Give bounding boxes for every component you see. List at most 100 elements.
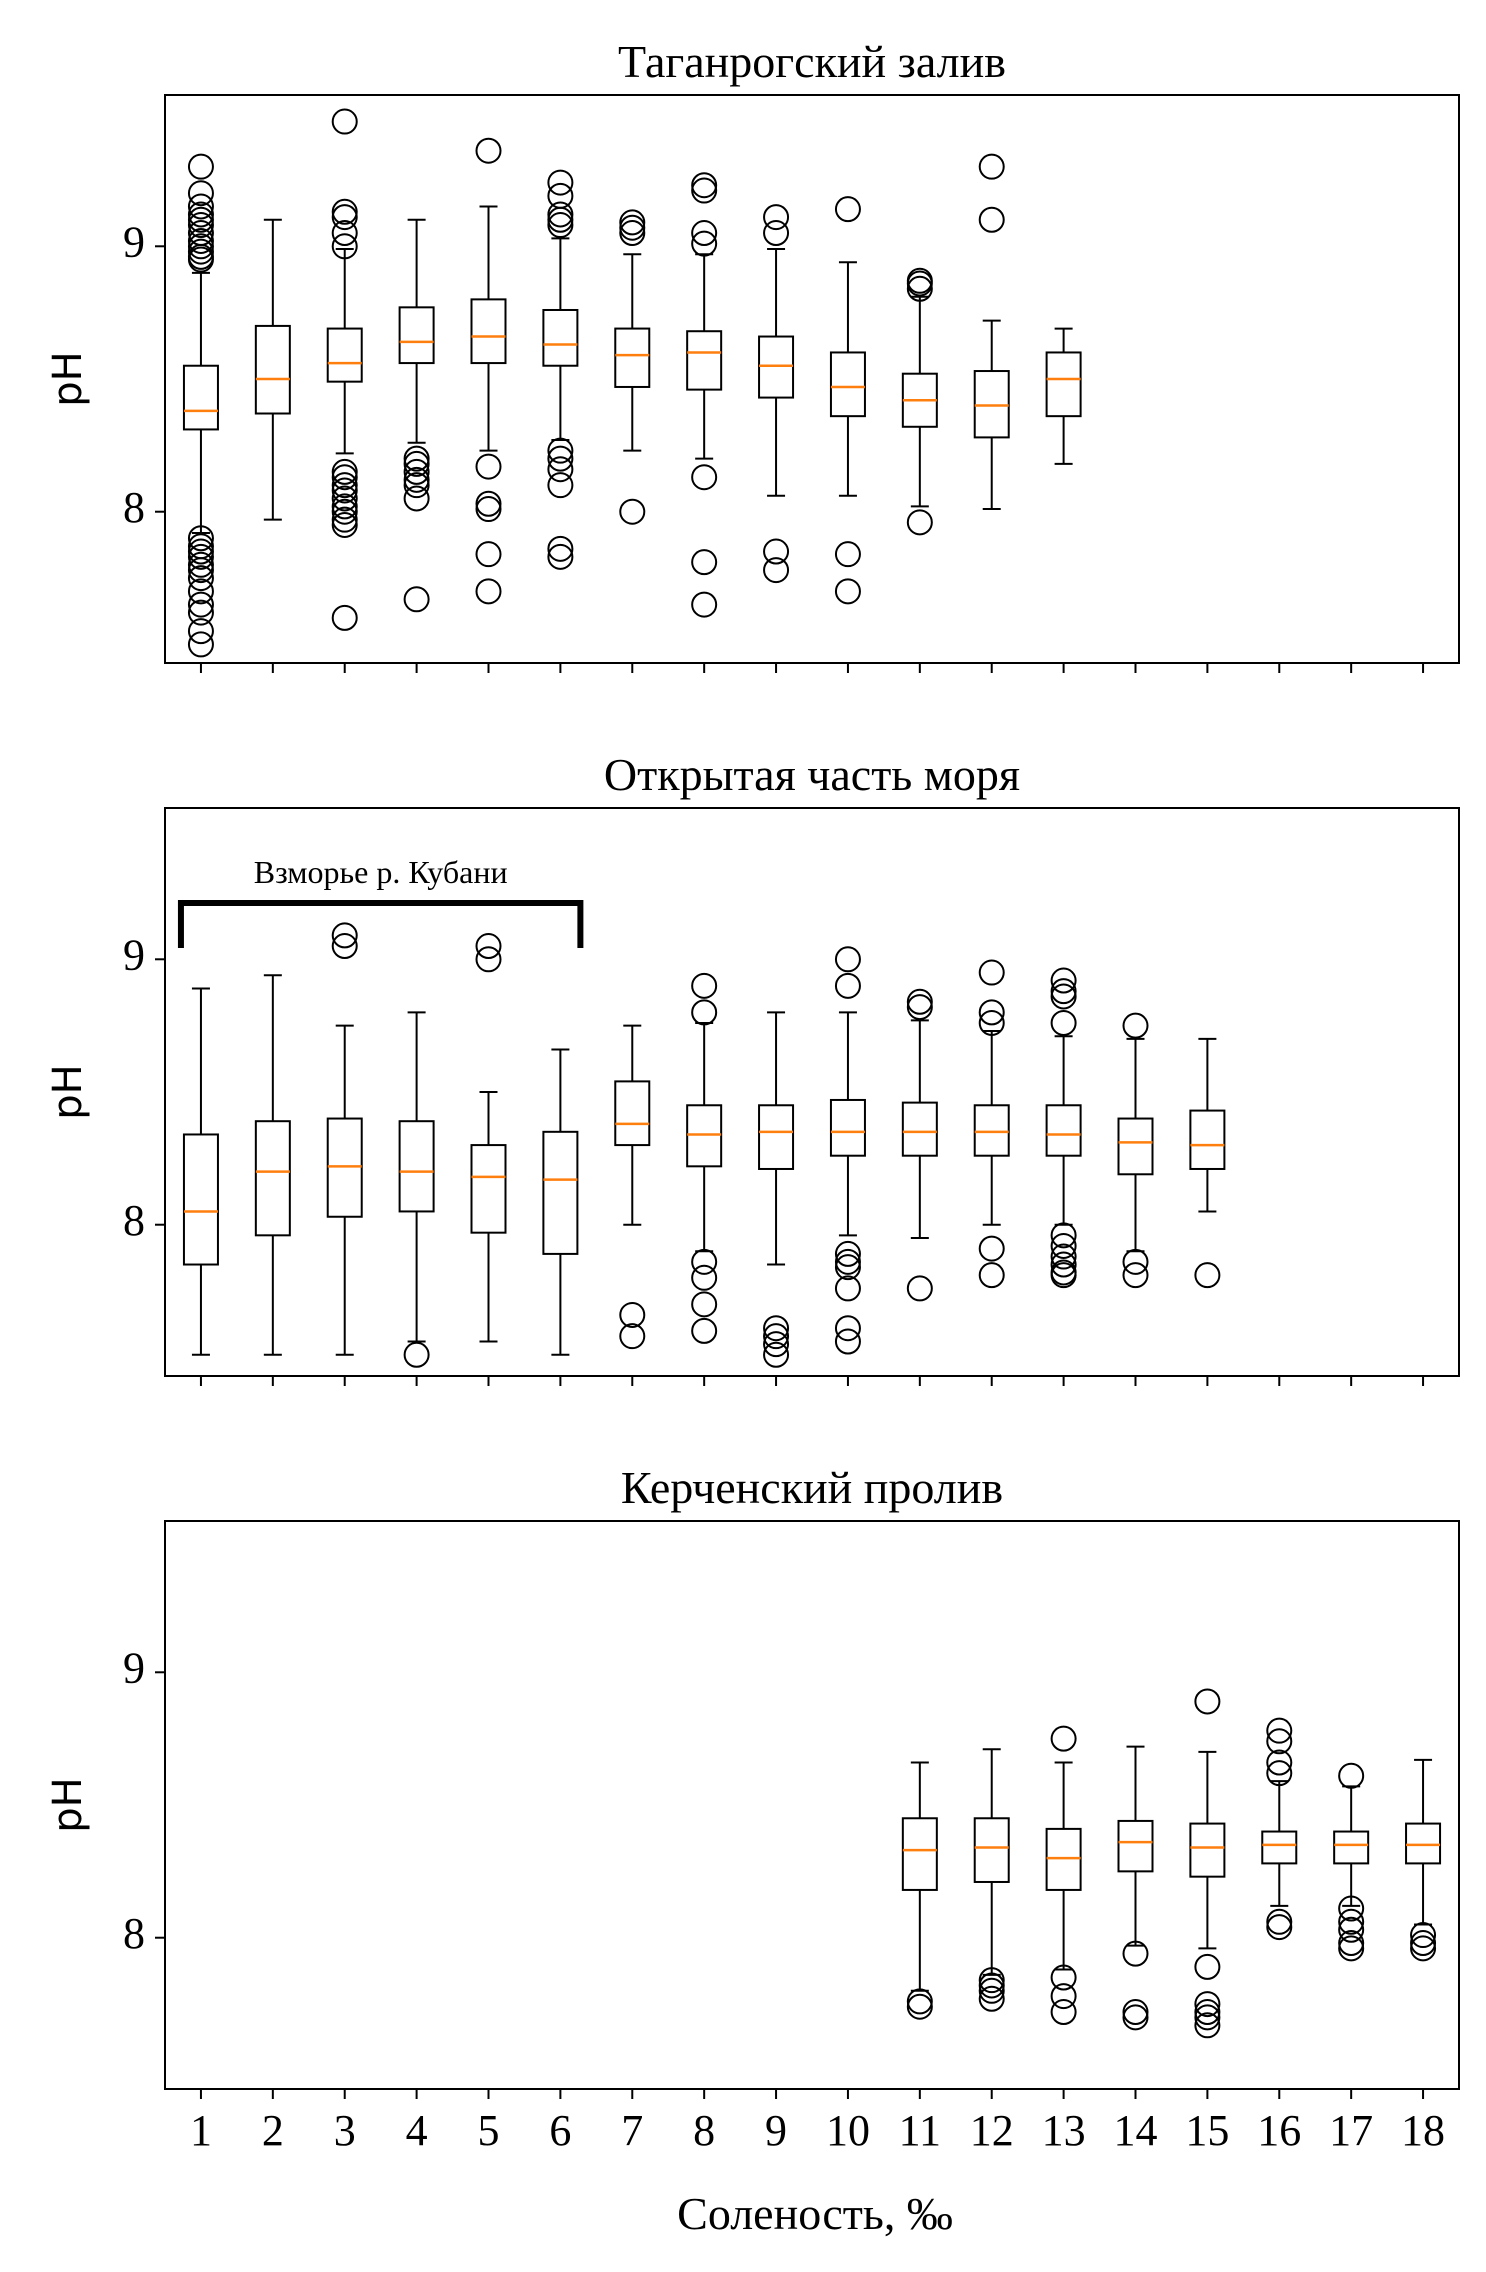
x-tick-label: 14 — [1114, 2106, 1158, 2155]
flier — [978, 1009, 1005, 1036]
flier — [403, 1341, 430, 1368]
box-iqr — [829, 1098, 866, 1157]
flier — [691, 591, 718, 618]
box-12 — [973, 1748, 1010, 2012]
flier — [403, 458, 430, 485]
flier — [1338, 1908, 1365, 1935]
flier — [834, 196, 861, 223]
flier — [691, 1248, 718, 1275]
box-11 — [901, 1761, 938, 2020]
flier — [331, 464, 358, 491]
flier — [1338, 1930, 1365, 1957]
box-12 — [973, 153, 1010, 511]
box-6 — [542, 1048, 579, 1356]
flier — [1194, 1262, 1221, 1289]
x-tick-label: 10 — [826, 2106, 870, 2155]
flier — [1050, 978, 1077, 1005]
flier — [619, 220, 646, 247]
flier — [978, 153, 1005, 180]
flier — [331, 922, 358, 949]
flier — [978, 206, 1005, 233]
box-iqr — [1333, 1830, 1370, 1865]
box-iqr — [829, 351, 866, 418]
flier — [691, 172, 718, 199]
panel-title: Открытая часть моря — [604, 749, 1020, 800]
flier — [403, 466, 430, 493]
box-7 — [614, 1024, 651, 1350]
flier — [834, 541, 861, 568]
y-tick-label: 9 — [123, 217, 145, 266]
box-11 — [901, 267, 938, 536]
flier — [331, 458, 358, 485]
panel-2: Открытая часть моря pH 8 9 Взморье р. Кубани — [45, 749, 1460, 1386]
flier — [187, 631, 214, 658]
box-iqr — [901, 1817, 938, 1891]
flier — [547, 445, 574, 472]
box-11 — [901, 988, 938, 1302]
flier — [187, 153, 214, 180]
flier — [978, 999, 1005, 1026]
x-tick-label: 16 — [1257, 2106, 1301, 2155]
flier — [619, 1301, 646, 1328]
flier — [691, 999, 718, 1026]
flier — [763, 1341, 790, 1368]
flier — [1266, 1728, 1293, 1755]
flier — [1194, 1999, 1221, 2026]
box-iqr — [182, 1133, 219, 1266]
box-iqr — [254, 1120, 291, 1237]
flier — [1050, 1983, 1077, 2010]
flier — [475, 496, 502, 523]
flier — [906, 1988, 933, 2015]
flier — [978, 1972, 1005, 1999]
flier — [547, 206, 574, 233]
flier — [1266, 1717, 1293, 1744]
flier — [547, 201, 574, 228]
x-tick-label: 18 — [1401, 2106, 1445, 2155]
flier — [1122, 1940, 1149, 1967]
flier — [1050, 983, 1077, 1010]
flier — [547, 472, 574, 499]
flier — [691, 177, 718, 204]
flier — [187, 227, 214, 254]
flier — [547, 212, 574, 239]
box-13 — [1045, 1725, 1082, 2026]
flier — [978, 1985, 1005, 2012]
flier — [187, 193, 214, 220]
flier — [906, 509, 933, 536]
box-iqr — [973, 1817, 1010, 1883]
flier — [187, 180, 214, 207]
flier — [187, 557, 214, 584]
flier — [691, 230, 718, 257]
box-iqr — [1189, 1822, 1226, 1878]
flier — [331, 198, 358, 225]
flier — [1266, 1749, 1293, 1776]
box-iqr — [614, 1080, 651, 1147]
flier — [187, 599, 214, 626]
flier — [906, 1275, 933, 1302]
flier — [763, 557, 790, 584]
flier — [331, 933, 358, 960]
flier — [187, 233, 214, 260]
flier — [1050, 1222, 1077, 1249]
flier — [1122, 2004, 1149, 2031]
box-15 — [1189, 1037, 1226, 1289]
flier — [475, 490, 502, 517]
box-iqr — [686, 1104, 723, 1168]
flier — [475, 933, 502, 960]
flier — [403, 586, 430, 613]
flier — [834, 946, 861, 973]
flier — [619, 498, 646, 525]
flier — [1122, 1012, 1149, 1039]
box-iqr — [1405, 1822, 1442, 1865]
flier — [187, 525, 214, 552]
flier — [763, 1323, 790, 1350]
flier — [187, 618, 214, 645]
flier — [906, 994, 933, 1021]
box-iqr — [1045, 1104, 1082, 1157]
box-iqr — [973, 1104, 1010, 1157]
x-tick-label: 5 — [478, 2106, 500, 2155]
box-3 — [326, 108, 363, 631]
box-2 — [254, 218, 291, 521]
flier — [331, 493, 358, 520]
